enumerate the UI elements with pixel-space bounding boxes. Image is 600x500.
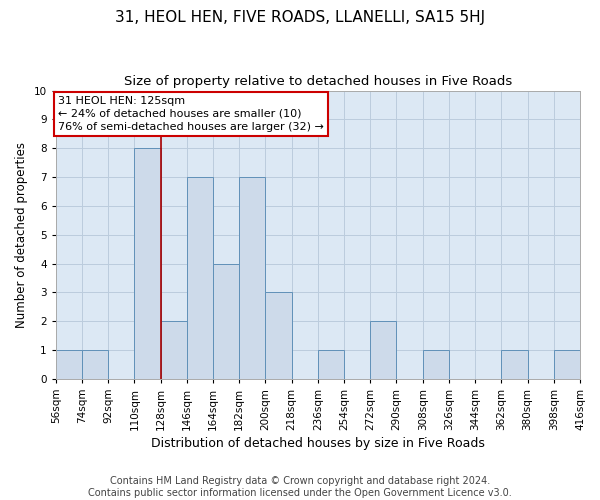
- Bar: [423, 350, 449, 379]
- Bar: [370, 321, 397, 379]
- Bar: [318, 350, 344, 379]
- Y-axis label: Number of detached properties: Number of detached properties: [15, 142, 28, 328]
- Text: 31, HEOL HEN, FIVE ROADS, LLANELLI, SA15 5HJ: 31, HEOL HEN, FIVE ROADS, LLANELLI, SA15…: [115, 10, 485, 25]
- Text: Contains HM Land Registry data © Crown copyright and database right 2024.
Contai: Contains HM Land Registry data © Crown c…: [88, 476, 512, 498]
- Title: Size of property relative to detached houses in Five Roads: Size of property relative to detached ho…: [124, 75, 512, 88]
- Bar: [265, 292, 292, 379]
- Bar: [56, 350, 82, 379]
- Bar: [239, 177, 265, 379]
- Bar: [161, 321, 187, 379]
- Bar: [82, 350, 108, 379]
- Bar: [502, 350, 527, 379]
- Bar: [187, 177, 213, 379]
- X-axis label: Distribution of detached houses by size in Five Roads: Distribution of detached houses by size …: [151, 437, 485, 450]
- Text: 31 HEOL HEN: 125sqm
← 24% of detached houses are smaller (10)
76% of semi-detach: 31 HEOL HEN: 125sqm ← 24% of detached ho…: [58, 96, 323, 132]
- Bar: [554, 350, 580, 379]
- Bar: [213, 264, 239, 379]
- Bar: [134, 148, 161, 379]
